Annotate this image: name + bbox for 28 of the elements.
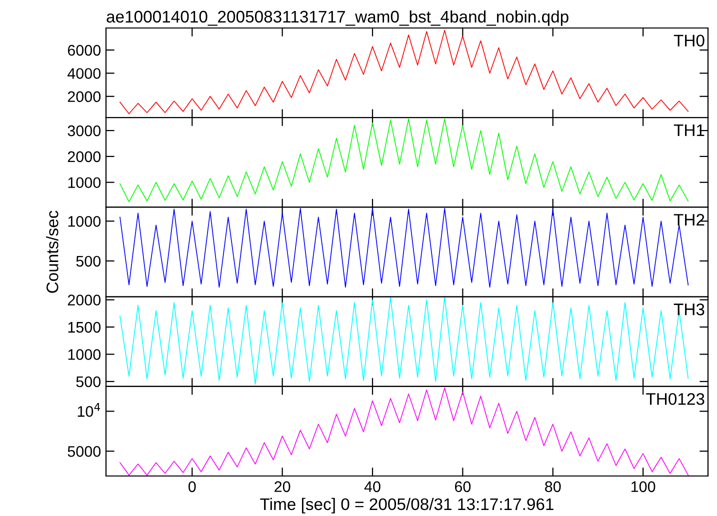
x-tick-label: 60 xyxy=(454,481,471,492)
x-tick-label: 40 xyxy=(364,481,380,492)
y-tick-label: 3000 xyxy=(68,125,101,136)
chart-title: ae100014010_20050831131717_wam0_bst_4band_nobin.qdp xyxy=(106,10,568,26)
y-tick-label: 1500 xyxy=(68,322,101,333)
y-tick-label: 500 xyxy=(76,376,101,388)
y-tick-label: 2000 xyxy=(68,91,101,102)
x-tick-label: 0 xyxy=(188,481,196,492)
y-tick-label: 4000 xyxy=(68,68,101,79)
y-tick-label: 1000 xyxy=(68,349,101,360)
y-tick-label: 2000 xyxy=(68,151,101,162)
y-tick-label: 1000 xyxy=(68,177,101,188)
annotation: TH3 xyxy=(674,304,704,316)
y-tick-label: 2000 xyxy=(68,294,101,306)
y-tick-label: 1000 xyxy=(68,216,101,227)
y-axis-title: Counts/sec xyxy=(46,210,58,293)
annotation: TH0123 xyxy=(646,393,704,405)
x-axis-title: Time [sec] 0 = 2005/08/31 13:17:17.961 xyxy=(260,498,554,514)
x-tick-label: 80 xyxy=(545,481,561,492)
y-tick-label: 500 xyxy=(76,256,101,267)
annotation: TH0 xyxy=(674,34,704,47)
y-tick-label: 6000 xyxy=(68,44,101,56)
annotation: TH2 xyxy=(674,214,704,226)
annotation: TH1 xyxy=(674,124,704,136)
y-tick-label: 5000 xyxy=(68,446,101,457)
x-tick-label: 20 xyxy=(274,481,290,492)
y-tick-label: 10$^{4}$ xyxy=(78,403,100,417)
x-tick-label: 100 xyxy=(631,481,656,492)
